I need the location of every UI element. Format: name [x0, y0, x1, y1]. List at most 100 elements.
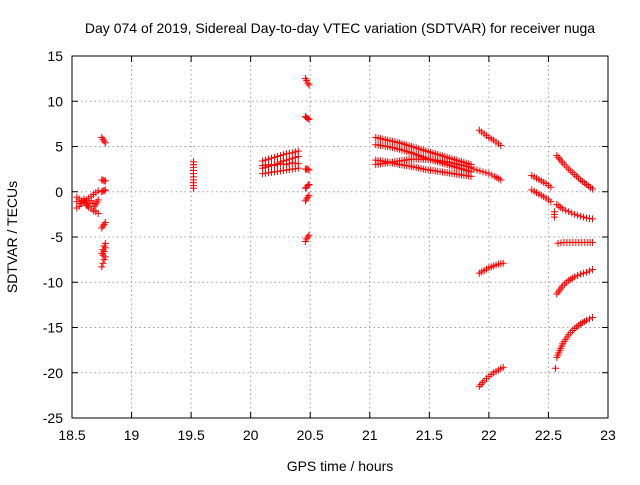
- data-point: [485, 170, 493, 178]
- data-point-fill: [574, 211, 582, 219]
- data-point: [571, 210, 579, 218]
- data-point: [304, 233, 312, 241]
- data-point: [497, 176, 505, 184]
- y-tick-label: 10: [47, 93, 63, 109]
- data-point: [98, 224, 106, 232]
- data-point-fill: [557, 157, 565, 165]
- data-point-fill: [291, 153, 299, 161]
- data-point: [305, 231, 313, 239]
- data-point-fill: [586, 315, 594, 323]
- data-point: [100, 137, 108, 145]
- data-point-fill: [554, 153, 562, 161]
- series-arc-37: [553, 314, 597, 361]
- data-point: [276, 152, 284, 160]
- series-arc-07: [98, 219, 109, 232]
- series-arc-15: [259, 159, 302, 170]
- series-arc-17: [301, 113, 313, 123]
- data-point: [475, 382, 483, 390]
- data-point-fill: [479, 379, 487, 387]
- data-point: [479, 168, 487, 176]
- data-point: [101, 244, 109, 252]
- data-point: [499, 259, 507, 267]
- series-arc-11: [189, 158, 197, 192]
- x-tick-label: 23: [600, 427, 616, 443]
- y-tick-label: 15: [47, 48, 63, 64]
- series-arc-36: [553, 266, 597, 298]
- data-point: [101, 139, 109, 147]
- x-tick-label: 21: [362, 427, 378, 443]
- data-point: [98, 133, 106, 141]
- series-arc-18: [301, 165, 313, 174]
- data-point: [304, 193, 312, 201]
- chart-title: Day 074 of 2019, Sidereal Day-to-day VTE…: [85, 20, 595, 36]
- data-point-fill: [574, 271, 582, 279]
- data-point: [589, 185, 597, 193]
- data-point: [301, 75, 309, 83]
- series-arc-03: [73, 195, 102, 210]
- grid-layer: [72, 56, 608, 418]
- x-axis-label: GPS time / hours: [287, 458, 394, 474]
- series-arc-34: [553, 200, 597, 223]
- series-arc-14: [259, 164, 302, 178]
- data-point-fill: [476, 167, 484, 175]
- data-point: [547, 183, 555, 191]
- data-point-fill: [268, 154, 276, 162]
- series-arc-09: [98, 253, 109, 271]
- x-tick-label: 19: [124, 427, 140, 443]
- data-point: [305, 191, 313, 199]
- data-point: [589, 215, 597, 223]
- y-axis-label: SDTVAR / TECUs: [4, 181, 20, 293]
- data-point: [552, 364, 560, 372]
- series-arc-10: [99, 244, 109, 259]
- data-point: [101, 186, 109, 194]
- data-point-fill: [477, 381, 485, 389]
- data-point: [583, 268, 591, 276]
- data-point: [101, 177, 109, 185]
- data-point: [100, 187, 108, 195]
- data-point-fill: [279, 151, 287, 159]
- data-point: [99, 135, 107, 143]
- series-arc-32: [550, 208, 560, 372]
- data-point: [304, 79, 312, 87]
- data-point: [550, 213, 558, 221]
- series-arc-31: [528, 186, 555, 206]
- series-arc-25: [372, 156, 475, 180]
- data-point: [577, 212, 585, 220]
- data-point: [589, 266, 597, 274]
- data-point: [100, 220, 108, 228]
- data-point-fill: [580, 213, 588, 221]
- data-point: [99, 222, 107, 230]
- series-arc-30: [528, 171, 555, 191]
- series-arc-26: [467, 164, 505, 184]
- data-point-fill: [470, 165, 478, 173]
- series-arc-27: [475, 126, 505, 150]
- data-point: [94, 196, 102, 204]
- data-point: [303, 195, 311, 203]
- data-point: [589, 238, 597, 246]
- data-point: [304, 114, 312, 122]
- y-tick-label: -10: [43, 274, 63, 290]
- series-arc-20: [301, 191, 313, 205]
- y-tick-label: -5: [51, 229, 64, 245]
- series-arc-28: [475, 259, 507, 277]
- data-point: [565, 208, 573, 216]
- data-point: [305, 81, 313, 89]
- data-point: [304, 181, 312, 189]
- series-arc-06: [98, 186, 109, 196]
- data-point-fill: [488, 171, 496, 179]
- data-point-fill: [482, 169, 490, 177]
- data-point: [270, 153, 278, 161]
- data-point: [305, 166, 313, 174]
- y-tick-label: 0: [55, 184, 63, 200]
- data-layer: [73, 75, 597, 390]
- data-point: [304, 165, 312, 173]
- y-tick-label: -25: [43, 410, 63, 426]
- series-arc-21: [301, 231, 313, 246]
- data-point: [571, 273, 579, 281]
- series-arc-16: [301, 75, 313, 89]
- x-tick-label: 22: [481, 427, 497, 443]
- data-point: [98, 263, 106, 271]
- series-arc-33: [553, 152, 597, 193]
